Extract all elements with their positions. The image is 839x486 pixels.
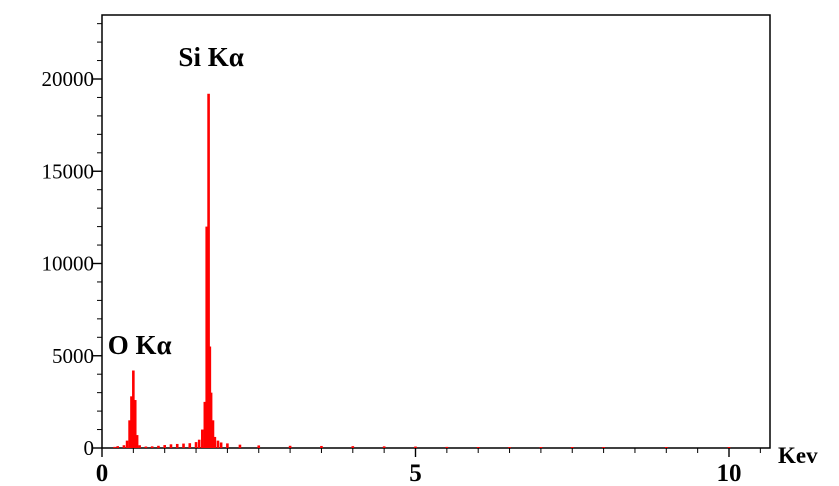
spectrum-bar [122,445,126,448]
spectrum-bar [188,443,192,448]
spectrum-bar [205,226,209,448]
y-tick-label: 5000 [52,344,94,368]
spectrum-bar [157,445,160,448]
spectrum-series [113,93,731,449]
spectrum-bar [175,443,179,448]
spectrum-bar [130,396,133,448]
spectrum-bar [211,420,215,448]
spectrum-bar [197,439,201,448]
spectrum-bar [351,446,355,448]
x-tick-label: 0 [96,460,109,486]
spectrum-bar [163,445,166,448]
spectrum-bar [203,401,207,449]
spectrum-bar [216,440,220,448]
x-tick-label: 10 [717,460,742,486]
spectrum-bar [113,446,116,448]
spectrum-bar [570,447,574,448]
spectrum-bar [125,440,129,448]
spectrum-bar [135,435,139,448]
spectrum-bar [320,445,323,448]
peak-annotations: Si Kα O Kα [108,42,244,360]
spectrum-bar [213,436,217,448]
y-tick-label: 0 [84,436,95,460]
spectrum-bar [226,443,229,448]
spectrum-bar [476,447,480,448]
spectrum-bar [257,445,261,448]
y-tick-label: 15000 [42,159,95,183]
spectrum-bar [382,446,386,448]
x-axis-unit-label: Kev [778,443,818,468]
spectrum-bar [138,445,141,448]
y-axis-ticks [93,23,102,449]
spectrum-bar [133,400,137,448]
spectrum-bar [116,446,119,448]
spectrum-bar [201,429,204,448]
peak-label: O Kα [108,330,172,360]
spectrum-bar [238,444,242,448]
y-tick-label: 10000 [42,252,95,276]
spectrum-bar [132,370,135,448]
peak-label: Si Kα [178,42,243,72]
spectrum-bar [169,444,173,448]
spectrum-bar [602,447,605,448]
spectrum-bar [194,442,198,448]
spectrum-bar [445,446,449,448]
spectrum-bar [144,446,148,448]
spectrum-bar [508,447,511,448]
spectrum-bar [207,93,210,448]
spectrum-bar [539,447,543,448]
plot-frame [101,14,771,449]
spectrum-bar [182,443,185,448]
spectrum-bar [150,446,154,448]
x-axis-tick-labels: 0 5 10 [96,460,742,486]
y-tick-label: 20000 [42,67,95,91]
x-axis-ticks [101,448,761,457]
y-axis-tick-labels: 0 5000 10000 15000 20000 [42,67,95,460]
spectrum-bar [209,392,213,448]
spectrum-bar [414,446,417,448]
spectrum-bar [128,420,131,448]
spectrum-bar [219,442,223,448]
spectrum-bar [288,445,292,448]
x-tick-label: 5 [409,460,422,486]
spectrum-bar [665,447,668,448]
spectrum-bar [727,447,731,448]
plot-area [101,14,771,449]
